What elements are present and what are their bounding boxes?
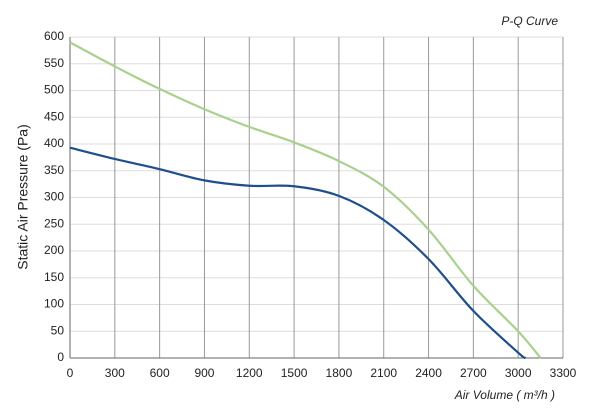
x-tick-label: 2700 [460,366,487,380]
y-tick-label: 350 [44,163,64,177]
y-tick-label: 450 [44,109,64,123]
y-tick-label: 300 [44,190,64,204]
y-tick-label: 200 [44,243,64,257]
x-tick-label: 2400 [415,366,442,380]
x-tick-label: 300 [105,366,125,380]
y-tick-label: 550 [44,56,64,70]
y-tick-label: 0 [57,350,64,364]
chart-title: P-Q Curve [501,14,558,28]
x-tick-label: 3000 [505,366,532,380]
x-axis-label: Air Volume ( m³/h ) [454,388,555,402]
y-tick-label: 500 [44,83,64,97]
x-tick-label: 1500 [281,366,308,380]
x-tick-label: 3300 [550,366,577,380]
pq-curve [69,41,542,359]
x-tick-label: 0 [67,366,74,380]
x-tick-label: 600 [150,366,170,380]
x-tick-label: 900 [194,366,214,380]
y-tick-label: 150 [44,270,64,284]
y-tick-label: 400 [44,136,64,150]
x-tick-label: 1200 [236,366,263,380]
pq-curve [69,146,527,360]
y-axis-label: Static Air Pressure (Pa) [15,124,31,270]
y-tick-label: 100 [44,297,64,311]
x-tick-label: 2100 [370,366,397,380]
y-tick-label: 600 [44,29,64,43]
y-tick-label: 50 [51,323,65,337]
y-tick-label: 250 [44,216,64,230]
x-tick-label: 1800 [326,366,353,380]
